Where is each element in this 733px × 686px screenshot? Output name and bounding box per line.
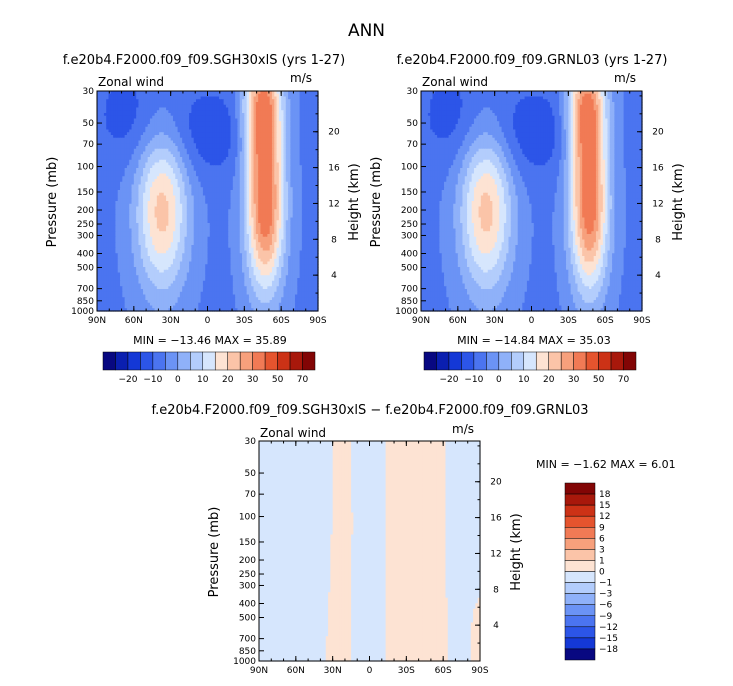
field-label: Zonal wind: [98, 75, 164, 89]
panel-sghxls: f.e20b4.F2000.f09_f09.SGH30xlS (yrs 1-27…: [45, 53, 362, 385]
units-label: m/s: [290, 71, 312, 85]
figure-title: ANN: [348, 21, 385, 41]
contour-plot: 90N 60N 30N 0 30S 60S 90S305070100150200250300…: [71, 87, 340, 326]
panel-title: f.e20b4.F2000.f09_f09.SGH30xlS (yrs 1-27…: [63, 53, 345, 68]
